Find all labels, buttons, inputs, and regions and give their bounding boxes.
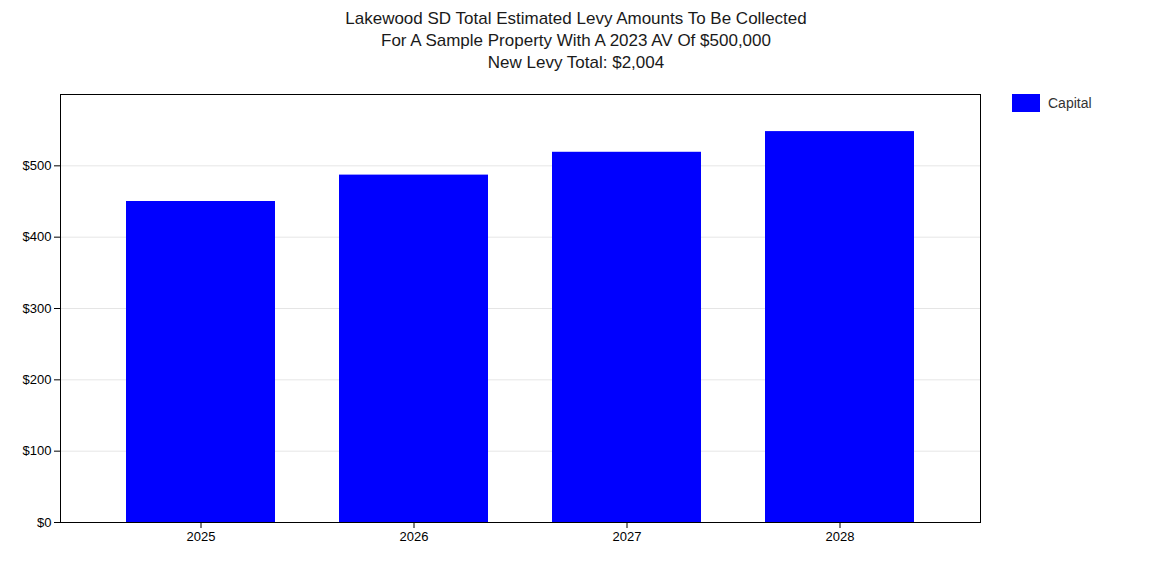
svg-text:$200: $200 bbox=[23, 372, 52, 387]
html-text:Capital: Capital bbox=[1048, 95, 1092, 112]
svg-text:$0: $0 bbox=[37, 515, 51, 530]
svg-text:$300: $300 bbox=[23, 301, 52, 316]
svg-text:$100: $100 bbox=[23, 444, 52, 459]
svg-text:2028: 2028 bbox=[826, 529, 855, 544]
svg-text:2025: 2025 bbox=[187, 529, 216, 544]
svg-text:2026: 2026 bbox=[400, 529, 429, 544]
html-text:Lakewood SD Total Estimated Le: Lakewood SD Total Estimated Levy Amounts… bbox=[345, 9, 807, 73]
svg-text:$400: $400 bbox=[23, 230, 52, 245]
svg-text:$500: $500 bbox=[23, 158, 52, 173]
svg-text:2027: 2027 bbox=[613, 529, 642, 544]
